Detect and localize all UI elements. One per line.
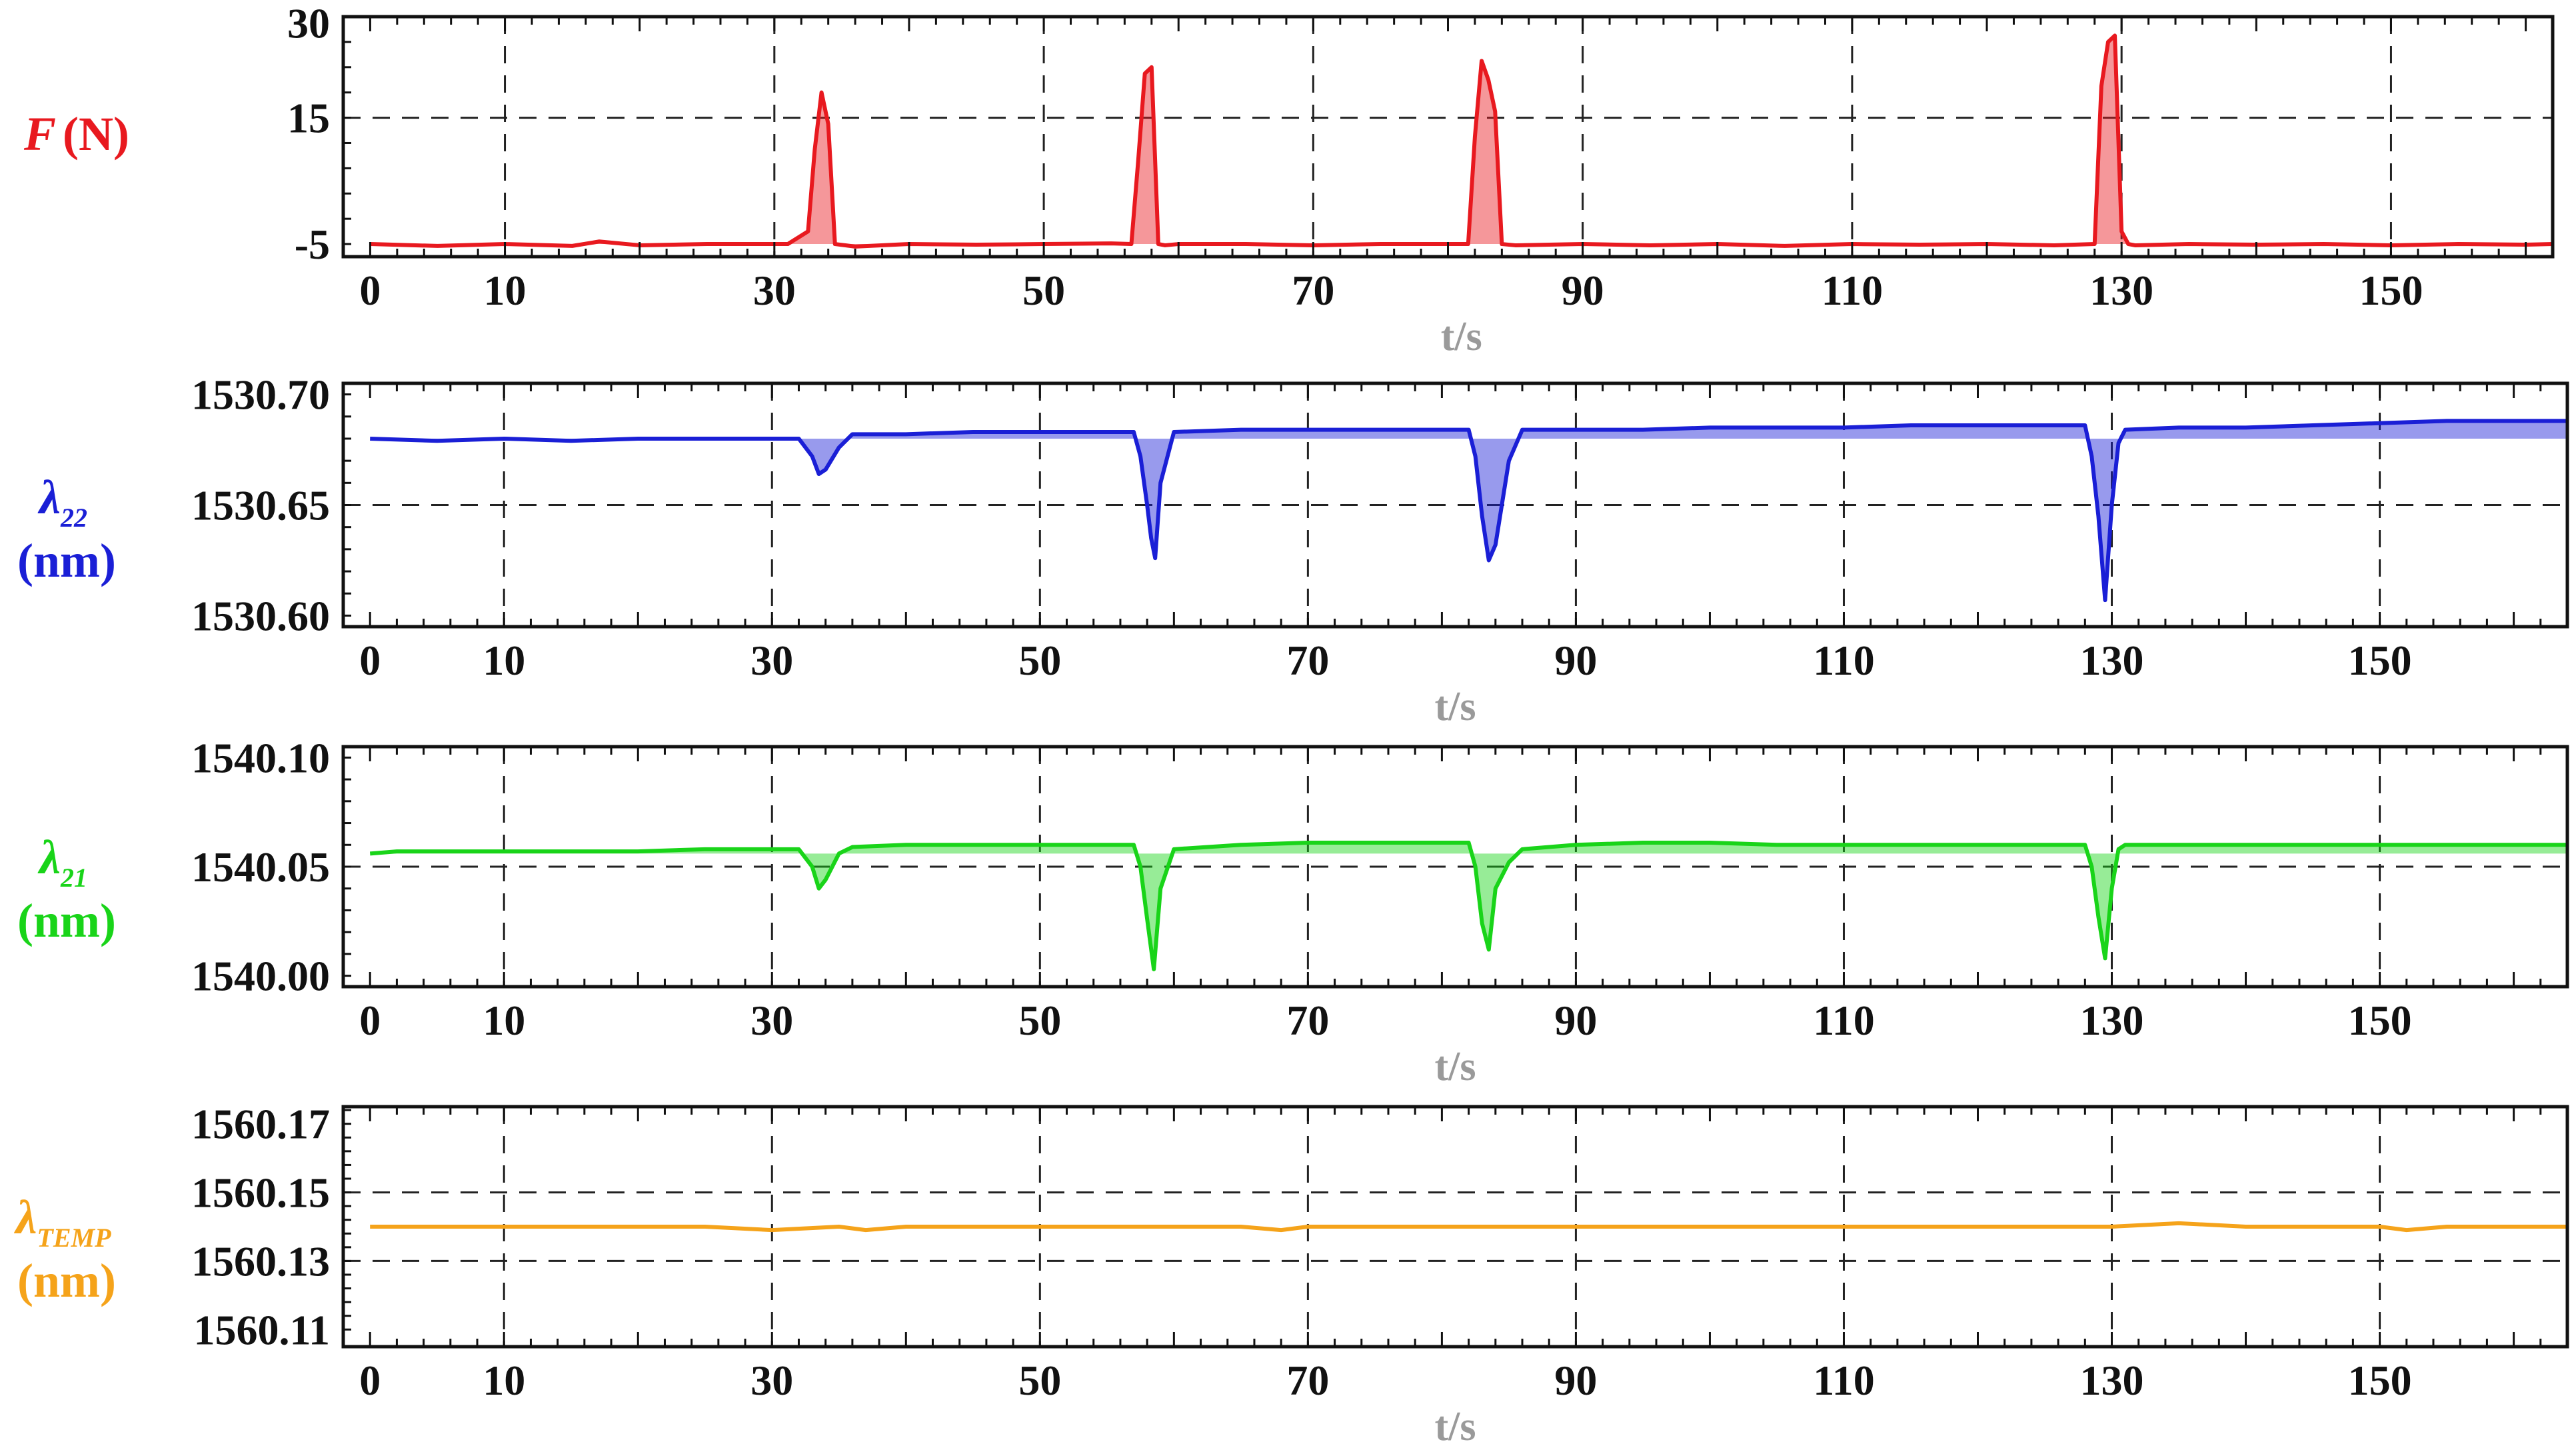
x-axis-label: t/s (1435, 684, 1476, 729)
x-tick-label: 90 (1554, 1357, 1597, 1404)
y-axis-label: λ22(nm) (17, 471, 116, 587)
series-fill (370, 35, 2553, 247)
x-tick-label: 30 (753, 267, 796, 314)
x-tick-label: 150 (2348, 1357, 2412, 1404)
y-tick-label: 1530.60 (191, 592, 330, 639)
series-line (370, 33, 2553, 249)
y-tick-label: 15 (287, 95, 330, 142)
x-tick-label: 150 (2348, 637, 2412, 684)
x-tick-label: 0 (359, 637, 381, 684)
x-tick-label: 90 (1554, 637, 1597, 684)
y-axis-label-unit: (nm) (17, 534, 116, 587)
y-axis-label-unit: (nm) (17, 1254, 116, 1307)
y-axis-label-lambda: λ (37, 471, 61, 524)
y-tick-label: -5 (295, 221, 330, 268)
x-tick-label: 50 (1018, 637, 1061, 684)
y-axis-label: F (N) (23, 107, 129, 161)
y-tick-label: 1540.05 (191, 843, 330, 891)
y-axis-label-lambda: λ (37, 831, 61, 884)
x-tick-label: 70 (1286, 1357, 1329, 1404)
x-tick-label: 110 (1822, 267, 1883, 314)
x-tick-label: 130 (2080, 997, 2144, 1044)
x-axis-label: t/s (1441, 314, 1482, 359)
panel-3: 0 10 30 50 70 90 110 130 150 t/s 1540.00 1540.05 154… (17, 734, 2569, 1089)
x-tick-label: 10 (483, 997, 525, 1044)
y-axis-label-symbol: F (23, 107, 56, 161)
x-tick-label: 150 (2359, 267, 2423, 314)
x-tick-label: 130 (2080, 637, 2144, 684)
y-axis-label-symbol: λTEMP (13, 1191, 111, 1253)
y-tick-label: 30 (287, 0, 330, 47)
series-line (369, 841, 2567, 971)
x-tick-label: 130 (2089, 267, 2153, 314)
y-tick-label: 1560.13 (191, 1237, 330, 1285)
x-tick-label: 70 (1286, 637, 1329, 684)
y-tick-label: 1560.15 (191, 1169, 330, 1217)
y-axis-label-subscript: TEMP (37, 1223, 111, 1253)
y-axis-label-subscript: 21 (60, 863, 87, 893)
y-axis-label: λ21(nm) (17, 831, 116, 947)
panel-4: 0 10 30 50 70 90 110 130 150 t/s 1560.11 1560.13 156… (13, 1101, 2569, 1442)
x-tick-label: 110 (1813, 997, 1874, 1044)
x-tick-label: 110 (1813, 1357, 1874, 1404)
y-tick-label: 1530.65 (191, 482, 330, 529)
y-axis-label-unit: (nm) (17, 894, 116, 947)
x-tick-label: 130 (2080, 1357, 2144, 1404)
y-axis-label-lambda: λ (13, 1191, 37, 1244)
panel-2: 0 10 30 50 70 90 110 130 150 t/s 1530.60 1530.65 153… (17, 371, 2569, 729)
panel-1: 0 10 30 50 70 90 110 130 150 t/s -5 15 30 F (N) (23, 0, 2555, 359)
x-tick-label: 10 (483, 637, 525, 684)
plot-frame (341, 15, 2555, 259)
x-tick-label: 50 (1018, 997, 1061, 1044)
x-tick-label: 70 (1292, 267, 1334, 314)
series-fill (370, 843, 2567, 969)
x-axis-label: t/s (1435, 1404, 1476, 1442)
x-tick-label: 50 (1022, 267, 1065, 314)
y-tick-label: 1540.10 (191, 734, 330, 781)
x-axis-label: t/s (1435, 1044, 1476, 1089)
x-tick-label: 90 (1562, 267, 1604, 314)
x-tick-label: 150 (2348, 997, 2412, 1044)
x-tick-label: 0 (359, 1357, 381, 1404)
plot-frame (341, 1105, 2569, 1349)
x-tick-label: 110 (1813, 637, 1874, 684)
x-tick-label: 0 (359, 997, 381, 1044)
x-tick-label: 10 (483, 1357, 525, 1404)
series-line (370, 1221, 2567, 1233)
x-tick-label: 90 (1554, 997, 1597, 1044)
x-tick-label: 30 (750, 997, 793, 1044)
y-tick-label: 1560.17 (191, 1101, 330, 1148)
x-tick-label: 30 (750, 1357, 793, 1404)
x-tick-label: 30 (750, 637, 793, 684)
x-tick-label: 50 (1018, 1357, 1061, 1404)
y-tick-label: 1560.11 (194, 1306, 330, 1353)
x-tick-label: 70 (1286, 997, 1329, 1044)
series-fill (370, 421, 2567, 601)
y-axis-label-text: F (N) (23, 107, 129, 161)
y-axis-label-subscript: 22 (60, 503, 87, 533)
x-tick-label: 0 (359, 267, 381, 314)
y-axis-label-symbol: λ22 (37, 471, 87, 533)
y-tick-label: 1540.00 (191, 953, 330, 1000)
x-tick-label: 10 (484, 267, 527, 314)
y-axis-label-unit: (N) (63, 107, 129, 161)
y-axis-label-symbol: λ21 (37, 831, 87, 893)
series-line (370, 419, 2567, 603)
y-tick-label: 1530.70 (191, 371, 330, 419)
y-axis-label: λTEMP(nm) (13, 1191, 116, 1307)
